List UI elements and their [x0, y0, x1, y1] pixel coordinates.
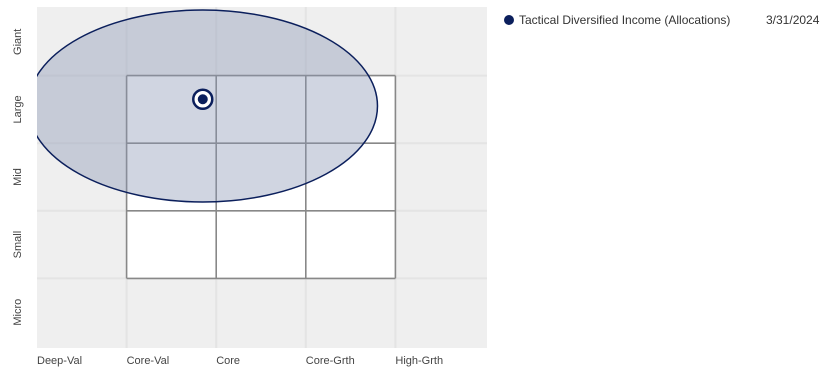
as-of-date: 3/31/2024: [766, 13, 820, 27]
x-tick-label: Core: [216, 355, 240, 367]
x-tick-label: Core-Val: [127, 355, 170, 367]
legend-label: Tactical Diversified Income (Allocations…: [519, 13, 731, 27]
x-tick-label: Core-Grth: [306, 355, 355, 367]
y-tick-label: Mid: [12, 168, 24, 186]
y-tick-label: Micro: [12, 299, 24, 326]
points-layer: [192, 88, 214, 111]
y-axis-labels: Micro Small Mid Large Giant: [12, 29, 24, 326]
x-tick-label: High-Grth: [395, 355, 443, 367]
data-point: [192, 88, 214, 111]
data-point-dot: [197, 94, 208, 105]
y-tick-label: Small: [12, 231, 24, 259]
y-tick-label: Giant: [12, 29, 24, 55]
legend-dot-icon: [504, 15, 514, 25]
style-box: [125, 74, 397, 280]
y-tick-label: Large: [12, 95, 24, 123]
legend: Tactical Diversified Income (Allocations…: [504, 13, 819, 27]
x-axis-labels: Deep-Val Core-Val Core Core-Grth High-Grth: [37, 355, 443, 367]
style-box-fill: [126, 75, 396, 279]
x-tick-label: Deep-Val: [37, 355, 82, 367]
